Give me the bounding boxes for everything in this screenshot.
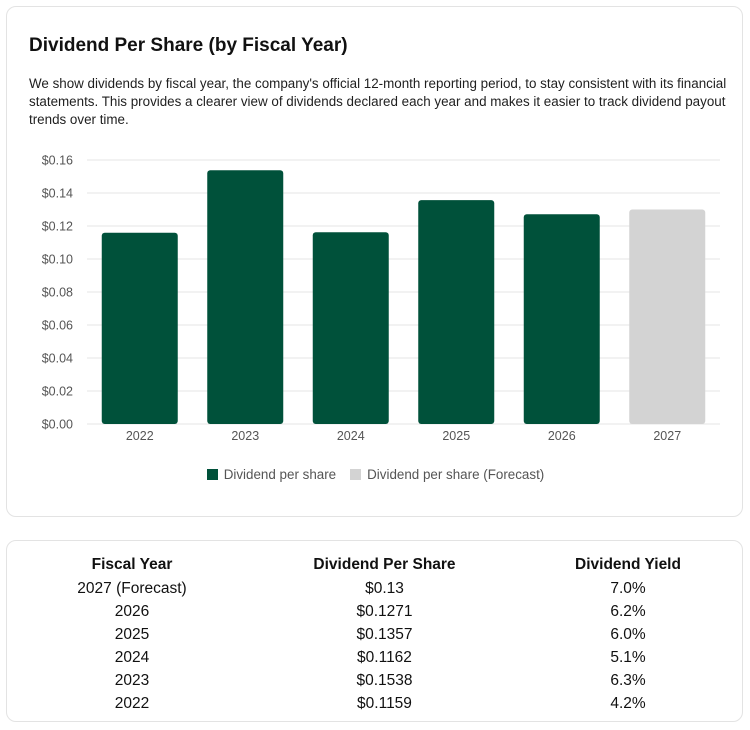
legend-label-forecast: Dividend per share (Forecast) <box>367 467 545 482</box>
cell-fiscal-year: 2022 <box>114 694 150 712</box>
dividend-table-card: Fiscal Year Dividend Per Share Dividend … <box>6 540 743 722</box>
cell-fiscal-year: 2026 <box>114 602 150 620</box>
x-tick-label: 2024 <box>337 429 365 443</box>
cell-dividend-yield: 5.1% <box>610 648 646 666</box>
x-tick-label: 2026 <box>548 429 576 443</box>
bar-2022[interactable] <box>101 232 178 424</box>
y-tick-label: $0.02 <box>42 385 73 399</box>
dividend-chart-card: Dividend Per Share (by Fiscal Year) We s… <box>6 6 743 517</box>
y-tick-label: $0.08 <box>42 286 73 300</box>
dividend-table: Fiscal Year Dividend Per Share Dividend … <box>7 553 744 715</box>
y-tick-label: $0.16 <box>42 154 73 168</box>
chart-title: Dividend Per Share (by Fiscal Year) <box>29 35 348 56</box>
table-row: 2027 (Forecast) $0.13 7.0% <box>7 577 744 600</box>
y-tick-label: $0.00 <box>42 418 73 432</box>
cell-dividend-per-share: $0.1162 <box>357 648 412 666</box>
cell-dividend-per-share: $0.1357 <box>356 625 413 643</box>
table-row: 2025 $0.1357 6.0% <box>7 623 744 646</box>
bar-2025[interactable] <box>418 200 495 424</box>
y-tick-label: $0.06 <box>42 319 73 333</box>
header-dividend-per-share: Dividend Per Share <box>313 556 456 573</box>
cell-fiscal-year: 2024 <box>114 648 150 666</box>
cell-dividend-per-share: $0.13 <box>365 579 404 597</box>
y-tick-label: $0.04 <box>42 352 73 366</box>
bar-2026[interactable] <box>523 214 600 424</box>
header-fiscal-year: Fiscal Year <box>91 556 173 573</box>
cell-dividend-yield: 6.3% <box>610 671 646 689</box>
legend-swatch-forecast <box>350 469 362 480</box>
legend-label-actual: Dividend per share <box>223 467 337 482</box>
table-row: 2024 $0.1162 5.1% <box>7 646 744 669</box>
cell-fiscal-year: 2023 <box>114 671 150 689</box>
legend-item-actual[interactable]: Dividend per share <box>206 467 337 482</box>
x-tick-label: 2025 <box>442 429 470 443</box>
y-tick-label: $0.14 <box>42 187 73 201</box>
bar-2023[interactable] <box>207 170 284 424</box>
legend-swatch-actual <box>206 469 218 480</box>
table-row: 2023 $0.1538 6.3% <box>7 669 744 692</box>
cell-dividend-yield: 6.2% <box>610 602 646 620</box>
x-tick-label: 2023 <box>231 429 259 443</box>
x-tick-label: 2022 <box>126 429 154 443</box>
cell-dividend-yield: 7.0% <box>610 579 646 597</box>
cell-dividend-yield: 4.2% <box>610 694 646 712</box>
header-dividend-yield: Dividend Yield <box>575 556 681 573</box>
bar-2024[interactable] <box>312 232 389 424</box>
legend-item-forecast[interactable]: Dividend per share (Forecast) <box>350 467 544 482</box>
y-tick-label: $0.10 <box>42 253 73 267</box>
bar-forecast-2027[interactable] <box>629 209 706 425</box>
chart-legend: Dividend per share Dividend per share (F… <box>7 467 744 482</box>
dividend-bar-chart: $0.16 $0.14 $0.12 $0.10 $0.08 $0.06 $0.04 $0.02… <box>42 154 720 443</box>
table-header-row: Fiscal Year Dividend Per Share Dividend … <box>7 553 744 577</box>
cell-dividend-yield: 6.0% <box>610 625 646 643</box>
chart-description: We show dividends by fiscal year, the co… <box>29 76 727 127</box>
cell-dividend-per-share: $0.1271 <box>356 602 413 620</box>
table-row: 2026 $0.1271 6.2% <box>7 600 744 623</box>
cell-fiscal-year: 2027 (Forecast) <box>77 579 187 597</box>
cell-fiscal-year: 2025 <box>114 625 150 643</box>
x-tick-label: 2027 <box>653 429 681 443</box>
cell-dividend-per-share: $0.1159 <box>357 694 412 712</box>
table-row: 2022 $0.1159 4.2% <box>7 692 744 715</box>
cell-dividend-per-share: $0.1538 <box>356 671 413 689</box>
y-tick-label: $0.12 <box>42 220 73 234</box>
